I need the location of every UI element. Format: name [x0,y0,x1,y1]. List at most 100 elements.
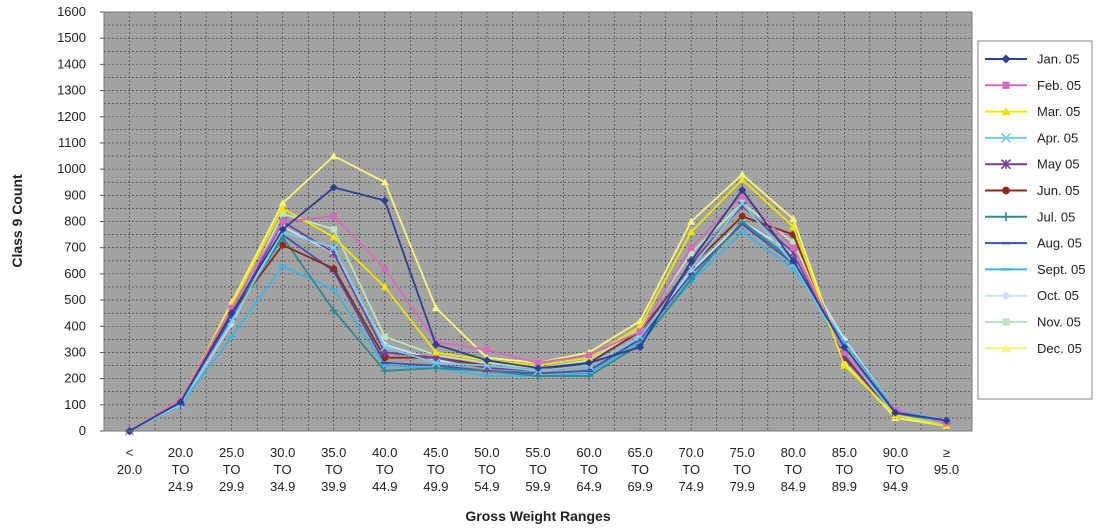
y-tick-label: 600 [64,266,86,281]
data-point-marker [279,218,286,225]
data-point-marker [738,186,747,195]
data-point-marker [227,309,236,318]
legend-label: Nov. 05 [1037,315,1081,330]
data-point-marker [330,265,338,273]
data-point-marker [380,361,389,365]
data-point-marker [482,356,491,365]
y-tick-label: 1500 [57,30,86,45]
data-point-marker [687,249,695,257]
legend-item: Mar. 05 [985,104,1080,119]
data-point-marker [636,343,645,352]
y-tick-label: 700 [64,240,86,255]
data-point-marker [380,364,389,367]
data-point-marker [431,303,440,312]
data-point-marker [278,199,287,207]
data-point-marker [380,366,389,375]
plot-area-border [103,11,973,432]
data-point-marker [431,348,440,356]
data-point-marker [176,398,185,407]
data-point-marker [1000,159,1012,170]
data-point-marker [739,192,746,199]
data-point-marker [789,256,798,265]
x-axis-title: Gross Weight Ranges [465,508,610,524]
y-tick-label: 1400 [57,56,86,71]
data-point-marker [278,225,287,234]
data-point-marker [431,358,441,368]
legend-item: Oct. 05 [985,288,1079,303]
data-point-marker [1001,291,1011,301]
data-point-marker [585,369,594,372]
data-point-marker [790,239,797,246]
data-point-marker [431,364,440,373]
data-point-marker [840,343,849,352]
y-axis-ticks: 0 100 200 300 400 500 600 700 800 900 1000 1100 1200… [57,4,104,438]
data-point-marker [278,204,287,212]
data-point-marker [1002,318,1010,326]
data-point-marker [1001,241,1011,245]
data-point-marker [841,349,848,356]
y-tick-label: 400 [64,318,86,333]
data-point-marker [687,217,696,225]
data-point-marker [1001,54,1011,64]
x-tick-label: 70.0 TO 74.9 [679,445,704,494]
legend-label: Feb. 05 [1037,78,1081,93]
data-point-marker [738,212,746,220]
legend-item: Jun. 05 [985,183,1080,198]
y-tick-label: 1200 [57,109,86,124]
data-point-marker [1000,132,1012,143]
y-tick-label: 1600 [57,4,86,19]
x-axis-ticks: <20.0 20.0 TO 24.9 25.0 TO 29.9 30.0 TO 34.9 35.0 T… [117,445,959,494]
data-point-marker [737,198,747,208]
data-point-marker [227,335,236,338]
data-point-marker [1001,107,1011,116]
legend-item: Sept. 05 [985,262,1085,277]
y-tick-label: 900 [64,187,86,202]
data-point-marker [329,306,338,315]
legend-item: Feb. 05 [985,78,1081,93]
x-tick-label: <20.0 [117,445,142,477]
x-tick-label: ≥95.0 [934,445,959,477]
data-point-marker [483,346,491,354]
legend-item: Jul. 05 [985,209,1075,224]
data-point-marker [431,340,440,349]
y-tick-label: 0 [79,423,86,438]
data-point-marker [380,342,390,352]
data-point-marker [534,364,542,373]
data-point-marker [329,243,339,253]
legend-label: Apr. 05 [1037,130,1078,145]
data-point-marker [329,152,338,160]
data-point-marker [789,222,798,230]
data-point-marker [330,213,337,220]
legend-label: Dec. 05 [1037,341,1082,356]
x-tick-label: 65.0 TO 69.9 [627,445,652,494]
data-point-marker [687,227,696,236]
x-tick-label: 25.0 TO 29.9 [219,445,244,494]
data-point-marker [380,196,389,205]
y-tick-label: 800 [64,214,86,229]
data-point-marker [942,416,951,425]
legend-label: Jan. 05 [1037,52,1080,67]
data-point-marker [380,282,389,291]
y-tick-label: 1100 [58,135,86,150]
data-point-marker [585,351,593,359]
x-tick-label: 45.0 TO 49.9 [423,445,448,494]
legend-item: May 05 [985,157,1080,172]
data-point-marker [585,372,594,381]
x-tick-label: 60.0 TO 64.9 [576,445,601,494]
y-tick-label: 200 [64,371,86,386]
x-tick-label: 40.0 TO 44.9 [372,445,397,494]
x-tick-label: 85.0 TO 89.9 [832,445,857,494]
data-point-marker [687,272,696,276]
series-lines [124,152,952,436]
data-point-marker [840,340,849,344]
data-point-marker [279,210,286,217]
data-point-marker [687,256,696,265]
legend-box [977,40,1093,400]
data-point-marker [278,264,287,268]
x-tick-label: 20.0 TO 24.9 [168,445,193,494]
grid-lines [104,12,972,431]
data-point-marker [381,265,389,272]
data-point-marker [738,230,747,234]
data-point-marker [585,358,594,367]
